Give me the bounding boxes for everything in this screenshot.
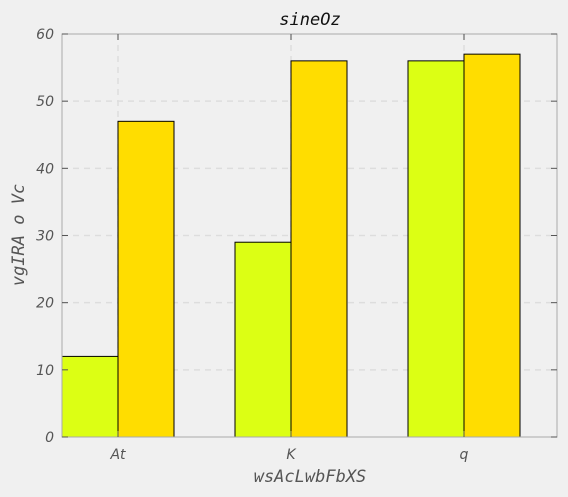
y-tick-labels: 0 10 20 30 40 50 60 <box>36 27 54 446</box>
y-tick-label-3: 30 <box>36 229 54 245</box>
bar-series2-At <box>117 120 175 438</box>
bar-series1-q <box>407 60 465 438</box>
y-tick-label-1: 10 <box>36 363 54 379</box>
bar-series2-K <box>290 60 348 438</box>
y-tick-label-4: 40 <box>36 161 54 177</box>
bar-series1-At <box>61 355 119 438</box>
bar-series2-q <box>463 53 521 438</box>
axis-ticks <box>62 33 557 438</box>
y-tick-label-0: 0 <box>45 430 54 446</box>
y-tick-label-6: 60 <box>36 27 54 43</box>
x-tick-label-q: q <box>460 447 469 463</box>
bars <box>61 53 521 438</box>
y-tick-label-5: 50 <box>36 94 54 110</box>
y-tick-label-2: 20 <box>36 296 54 312</box>
chart-title: sineOz <box>279 10 340 30</box>
x-tick-label-At: At <box>109 447 126 463</box>
bar-series1-K <box>234 241 292 438</box>
x-axis-label: wsAcLwbFbXS <box>254 467 367 487</box>
x-tick-label-K: K <box>286 447 297 463</box>
y-axis-label: vgIRA o Vc <box>9 184 29 286</box>
